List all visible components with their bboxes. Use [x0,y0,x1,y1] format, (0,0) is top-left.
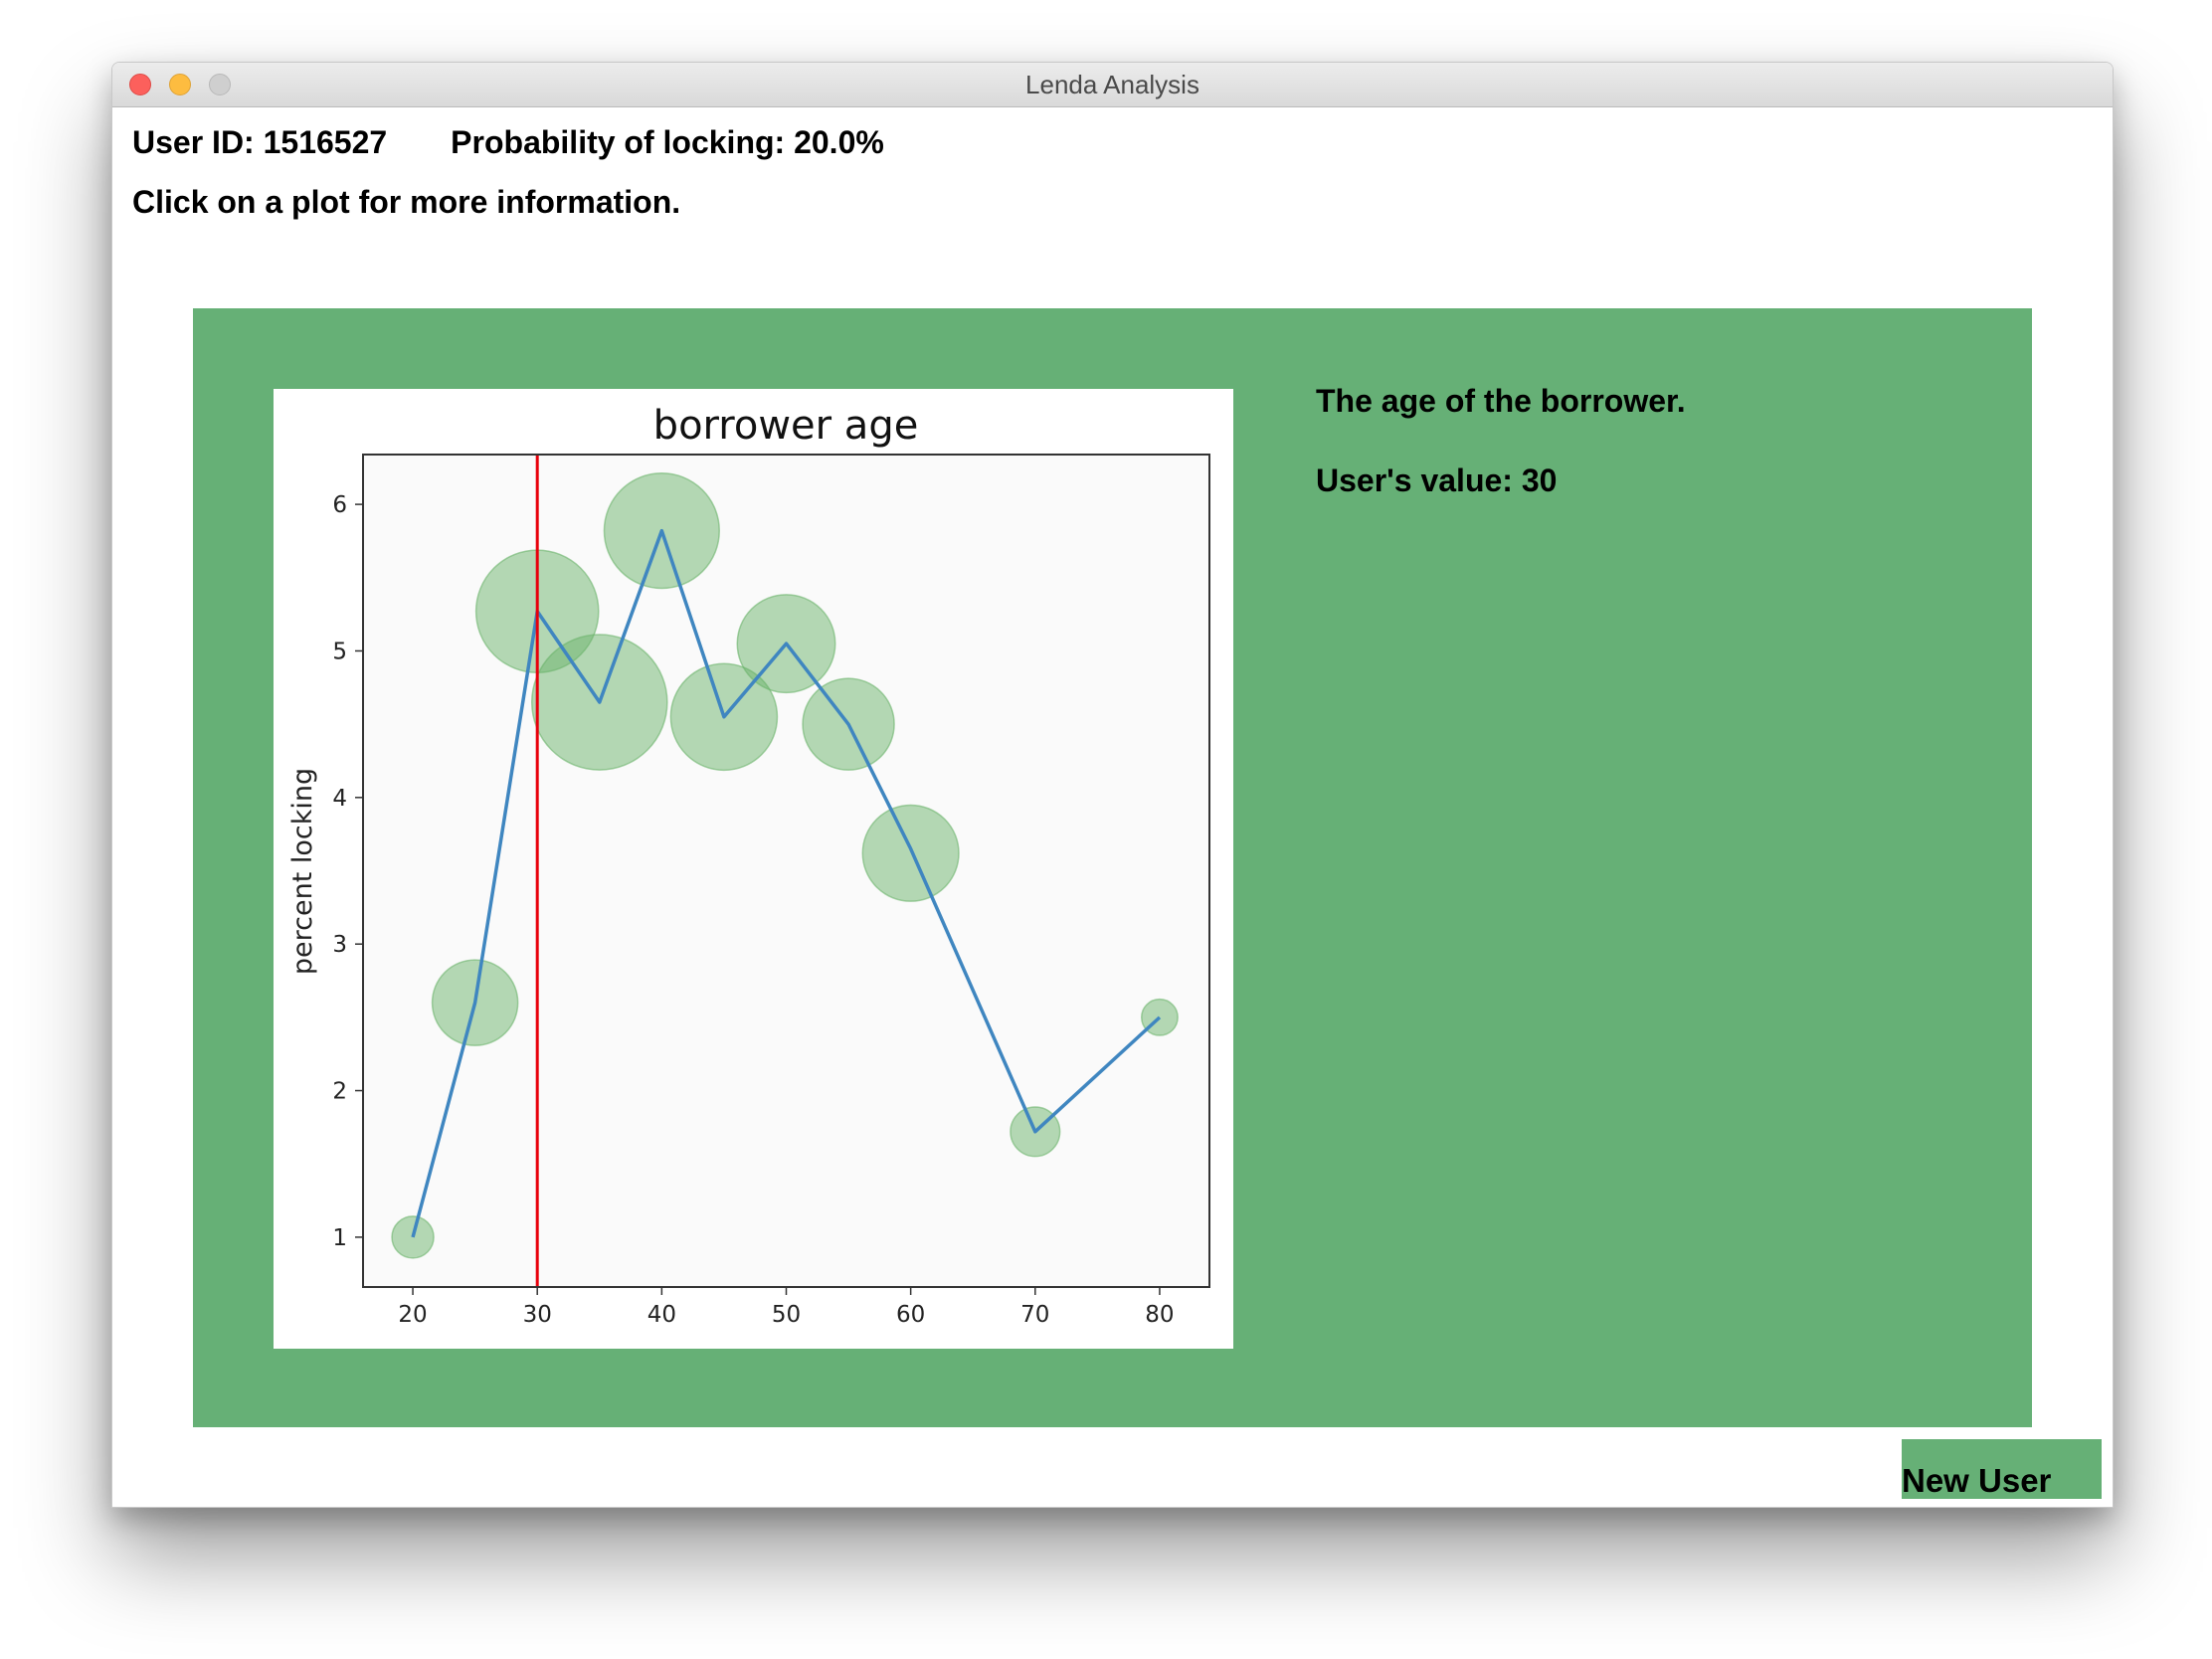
instruction-text: Click on a plot for more information. [132,184,681,220]
x-axis: 20 30 40 50 60 70 80 [398,1287,1175,1328]
title-bar[interactable]: Lenda Analysis [112,63,2113,107]
y-tick-label-5: 5 [332,639,347,664]
x-tick-label-30: 30 [523,1302,552,1328]
y-tick-label-6: 6 [332,492,347,518]
y-axis-label: percent locking [287,768,318,975]
borrower-age-plot[interactable]: 20 30 40 50 60 70 80 1 2 3 4 5 6 borrower age perce… [274,389,1233,1349]
new-user-button[interactable]: New User [1902,1439,2102,1499]
bubble-point-60 [861,804,960,902]
app-window: Lenda Analysis User ID: 1516527 Probabili… [111,62,2114,1508]
x-tick-label-20: 20 [398,1302,427,1328]
chart-title: borrower age [653,403,919,449]
close-window-button[interactable] [129,74,151,95]
user-info-line: User ID: 1516527 Probability of locking: … [132,124,884,161]
user-value-text: User's value: 30 [1316,462,1558,498]
probability-label: Probability of locking: 20.0% [451,124,884,160]
user-id-label: User ID: 1516527 [132,124,388,160]
x-tick-label-50: 50 [772,1302,801,1328]
x-tick-label-70: 70 [1020,1302,1049,1328]
x-tick-label-80: 80 [1145,1302,1174,1328]
window-title: Lenda Analysis [1025,70,1199,99]
feature-panel: 20 30 40 50 60 70 80 1 2 3 4 5 6 borrower age perce… [193,308,2032,1427]
zoom-window-button[interactable] [209,74,231,95]
line-layer [411,528,1162,1238]
chart-svg[interactable]: 20 30 40 50 60 70 80 1 2 3 4 5 6 borrower age perce… [274,389,1233,1349]
x-tick-label-60: 60 [896,1302,925,1328]
bubble-point-20 [391,1215,435,1259]
y-tick-label-4: 4 [332,786,347,812]
new-user-button-label: New User [1902,1462,2052,1499]
y-axis: 1 2 3 4 5 6 [332,492,363,1251]
x-tick-label-40: 40 [647,1302,676,1328]
feature-description: The age of the borrower. [1316,383,1686,419]
minimize-window-button[interactable] [169,74,191,95]
y-tick-label-2: 2 [332,1079,347,1105]
y-tick-label-1: 1 [332,1225,347,1251]
y-tick-label-3: 3 [332,932,347,958]
series-line [411,528,1162,1238]
